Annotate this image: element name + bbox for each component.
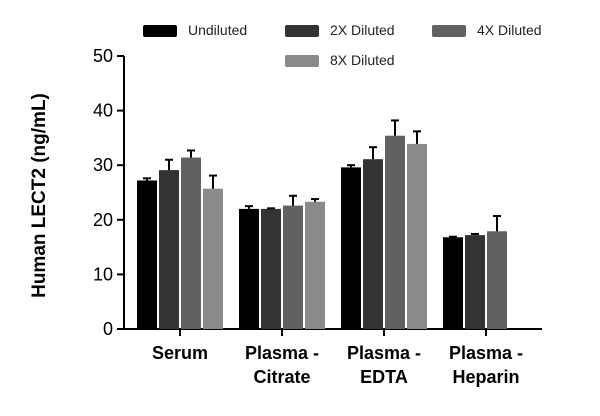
- x-category-label: Plasma -: [449, 343, 523, 363]
- bar: [305, 201, 325, 329]
- x-category-label: Plasma -: [347, 343, 421, 363]
- bar: [363, 159, 383, 329]
- y-axis-title: Human LECT2 (ng/mL): [29, 93, 50, 298]
- bar: [407, 143, 427, 329]
- legend-swatch: [285, 25, 319, 37]
- bar: [261, 208, 281, 329]
- bar: [203, 188, 223, 329]
- bar: [443, 237, 463, 329]
- bar: [341, 167, 361, 329]
- bars: [137, 119, 507, 329]
- legend-label: 4X Diluted: [477, 22, 542, 38]
- y-tick-label: 20: [93, 210, 113, 230]
- legend: Undiluted 2X Diluted 4X Diluted 8X Diluted: [143, 22, 542, 68]
- y-tick-label: 50: [93, 46, 113, 66]
- x-category-label: EDTA: [360, 367, 408, 387]
- bar: [137, 180, 157, 329]
- legend-label: 2X Diluted: [330, 22, 395, 38]
- legend-swatch: [432, 25, 466, 37]
- bar: [385, 135, 405, 329]
- bar: [239, 208, 259, 329]
- y-tick-label: 40: [93, 101, 113, 121]
- legend-label: Undiluted: [188, 22, 247, 38]
- y-axis: 0 10 20 30 40 50: [93, 46, 125, 339]
- x-axis: Serum Plasma - Citrate Plasma - EDTA Plasma -…: [123, 328, 542, 387]
- legend-swatch: [143, 25, 177, 37]
- y-tick-label: 0: [103, 319, 113, 339]
- y-tick-label: 10: [93, 264, 113, 284]
- bar: [283, 205, 303, 329]
- legend-label: 8X Diluted: [330, 52, 395, 68]
- bar: [465, 235, 485, 329]
- bar: [181, 157, 201, 329]
- legend-swatch: [285, 55, 319, 67]
- y-tick-label: 30: [93, 155, 113, 175]
- bar: [487, 231, 507, 329]
- x-category-label: Serum: [152, 343, 208, 363]
- bar: [159, 170, 179, 329]
- x-category-label: Heparin: [452, 367, 519, 387]
- x-category-label: Plasma -: [245, 343, 319, 363]
- x-category-label: Citrate: [253, 367, 310, 387]
